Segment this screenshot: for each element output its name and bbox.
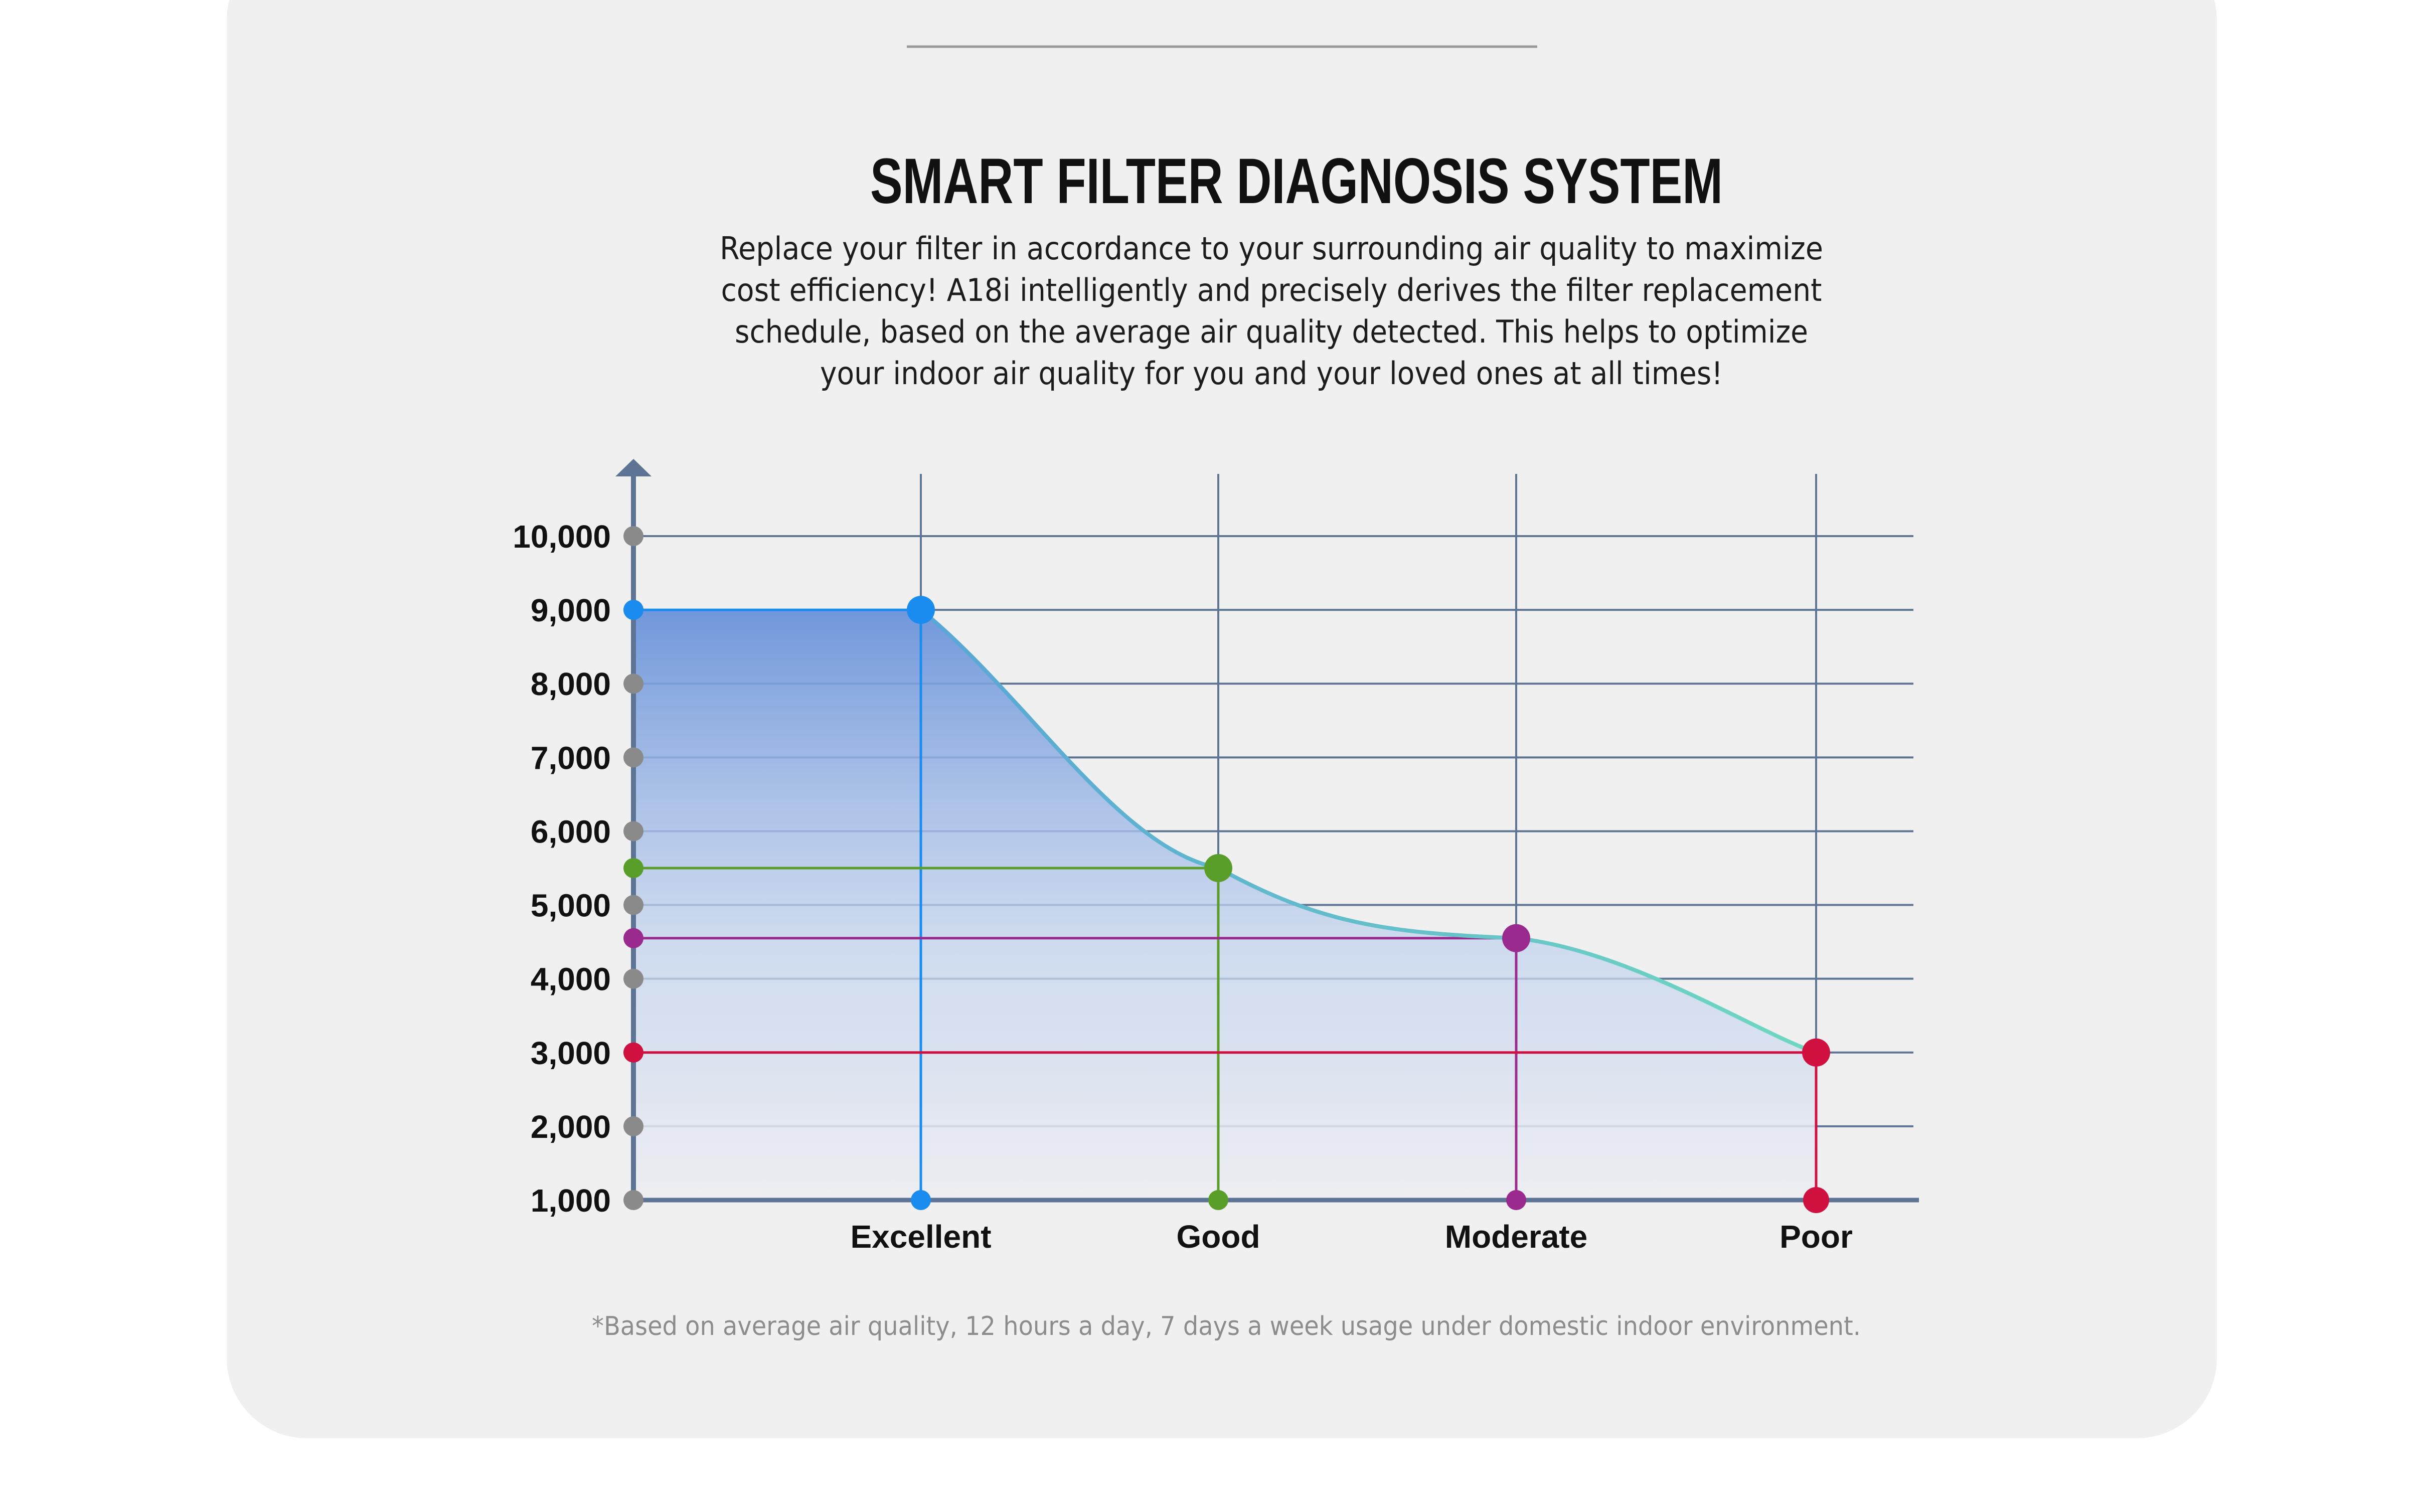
data-point-poor bbox=[1802, 1038, 1830, 1067]
description-line-4: your indoor air quality for you and your… bbox=[820, 355, 1723, 392]
y-tick-dot-7000 bbox=[623, 747, 643, 768]
description-line-1: Replace your filter in accordance to you… bbox=[720, 230, 1823, 267]
y-tick-label-1000: 1,000 bbox=[531, 1183, 611, 1219]
data-point-good bbox=[1204, 854, 1232, 882]
y-axis-arrow-icon bbox=[615, 459, 652, 476]
description: Replace your filter in accordance to you… bbox=[720, 230, 1823, 392]
y-tick-label-3000: 3,000 bbox=[531, 1035, 611, 1071]
y-tick-label-4000: 4,000 bbox=[531, 961, 611, 997]
y-level-dot-poor bbox=[623, 1042, 643, 1063]
description-line-3: schedule, based on the average air quali… bbox=[735, 313, 1808, 350]
x-axis-dot-poor bbox=[1803, 1187, 1829, 1213]
y-tick-dot-10000 bbox=[623, 526, 643, 546]
y-tick-dot-4000 bbox=[623, 968, 643, 989]
footnote: *Based on average air quality, 12 hours … bbox=[592, 1311, 1861, 1341]
y-level-dot-excellent bbox=[623, 600, 643, 620]
page-title: SMART FILTER DIAGNOSIS SYSTEM bbox=[870, 145, 1723, 217]
y-level-dot-moderate bbox=[623, 928, 643, 948]
y-tick-dot-2000 bbox=[623, 1116, 643, 1136]
x-axis-dot-good bbox=[1208, 1190, 1228, 1210]
level-connector-lines bbox=[633, 608, 1818, 1200]
x-axis-dot-excellent bbox=[911, 1190, 931, 1210]
y-tick-dot-5000 bbox=[623, 895, 643, 915]
y-tick-label-9000: 9,000 bbox=[531, 592, 611, 628]
y-tick-label-6000: 6,000 bbox=[531, 813, 611, 850]
data-point-moderate bbox=[1502, 924, 1530, 952]
filter-life-chart: 1,000 2,000 3,000 4,000 5,000 6,000 7,000 8,000… bbox=[513, 459, 1919, 1255]
y-tick-dot-6000 bbox=[623, 821, 643, 842]
x-category-label-excellent: Excellent bbox=[850, 1219, 991, 1255]
x-axis-dot-moderate bbox=[1506, 1190, 1526, 1210]
y-tick-label-10000: 10,000 bbox=[513, 519, 611, 555]
y-tick-label-7000: 7,000 bbox=[531, 740, 611, 776]
y-tick-label-8000: 8,000 bbox=[531, 666, 611, 702]
description-line-2: cost efficiency! A18i intelligently and … bbox=[721, 272, 1822, 308]
data-point-excellent bbox=[907, 596, 935, 624]
y-tick-label-2000: 2,000 bbox=[531, 1109, 611, 1145]
x-axis-category-labels: Excellent Good Moderate Poor bbox=[850, 1219, 1852, 1255]
y-tick-dot-8000 bbox=[623, 674, 643, 694]
y-tick-dot-1000 bbox=[623, 1190, 643, 1210]
filter-life-curve bbox=[919, 608, 1817, 1055]
data-point-markers bbox=[623, 596, 1830, 1213]
x-category-label-poor: Poor bbox=[1780, 1219, 1853, 1255]
y-axis-ticks: 1,000 2,000 3,000 4,000 5,000 6,000 7,000 8,000… bbox=[513, 519, 643, 1219]
y-tick-label-5000: 5,000 bbox=[531, 888, 611, 924]
x-category-label-moderate: Moderate bbox=[1445, 1219, 1588, 1255]
x-category-label-good: Good bbox=[1176, 1219, 1260, 1255]
y-level-dot-good bbox=[623, 858, 643, 878]
